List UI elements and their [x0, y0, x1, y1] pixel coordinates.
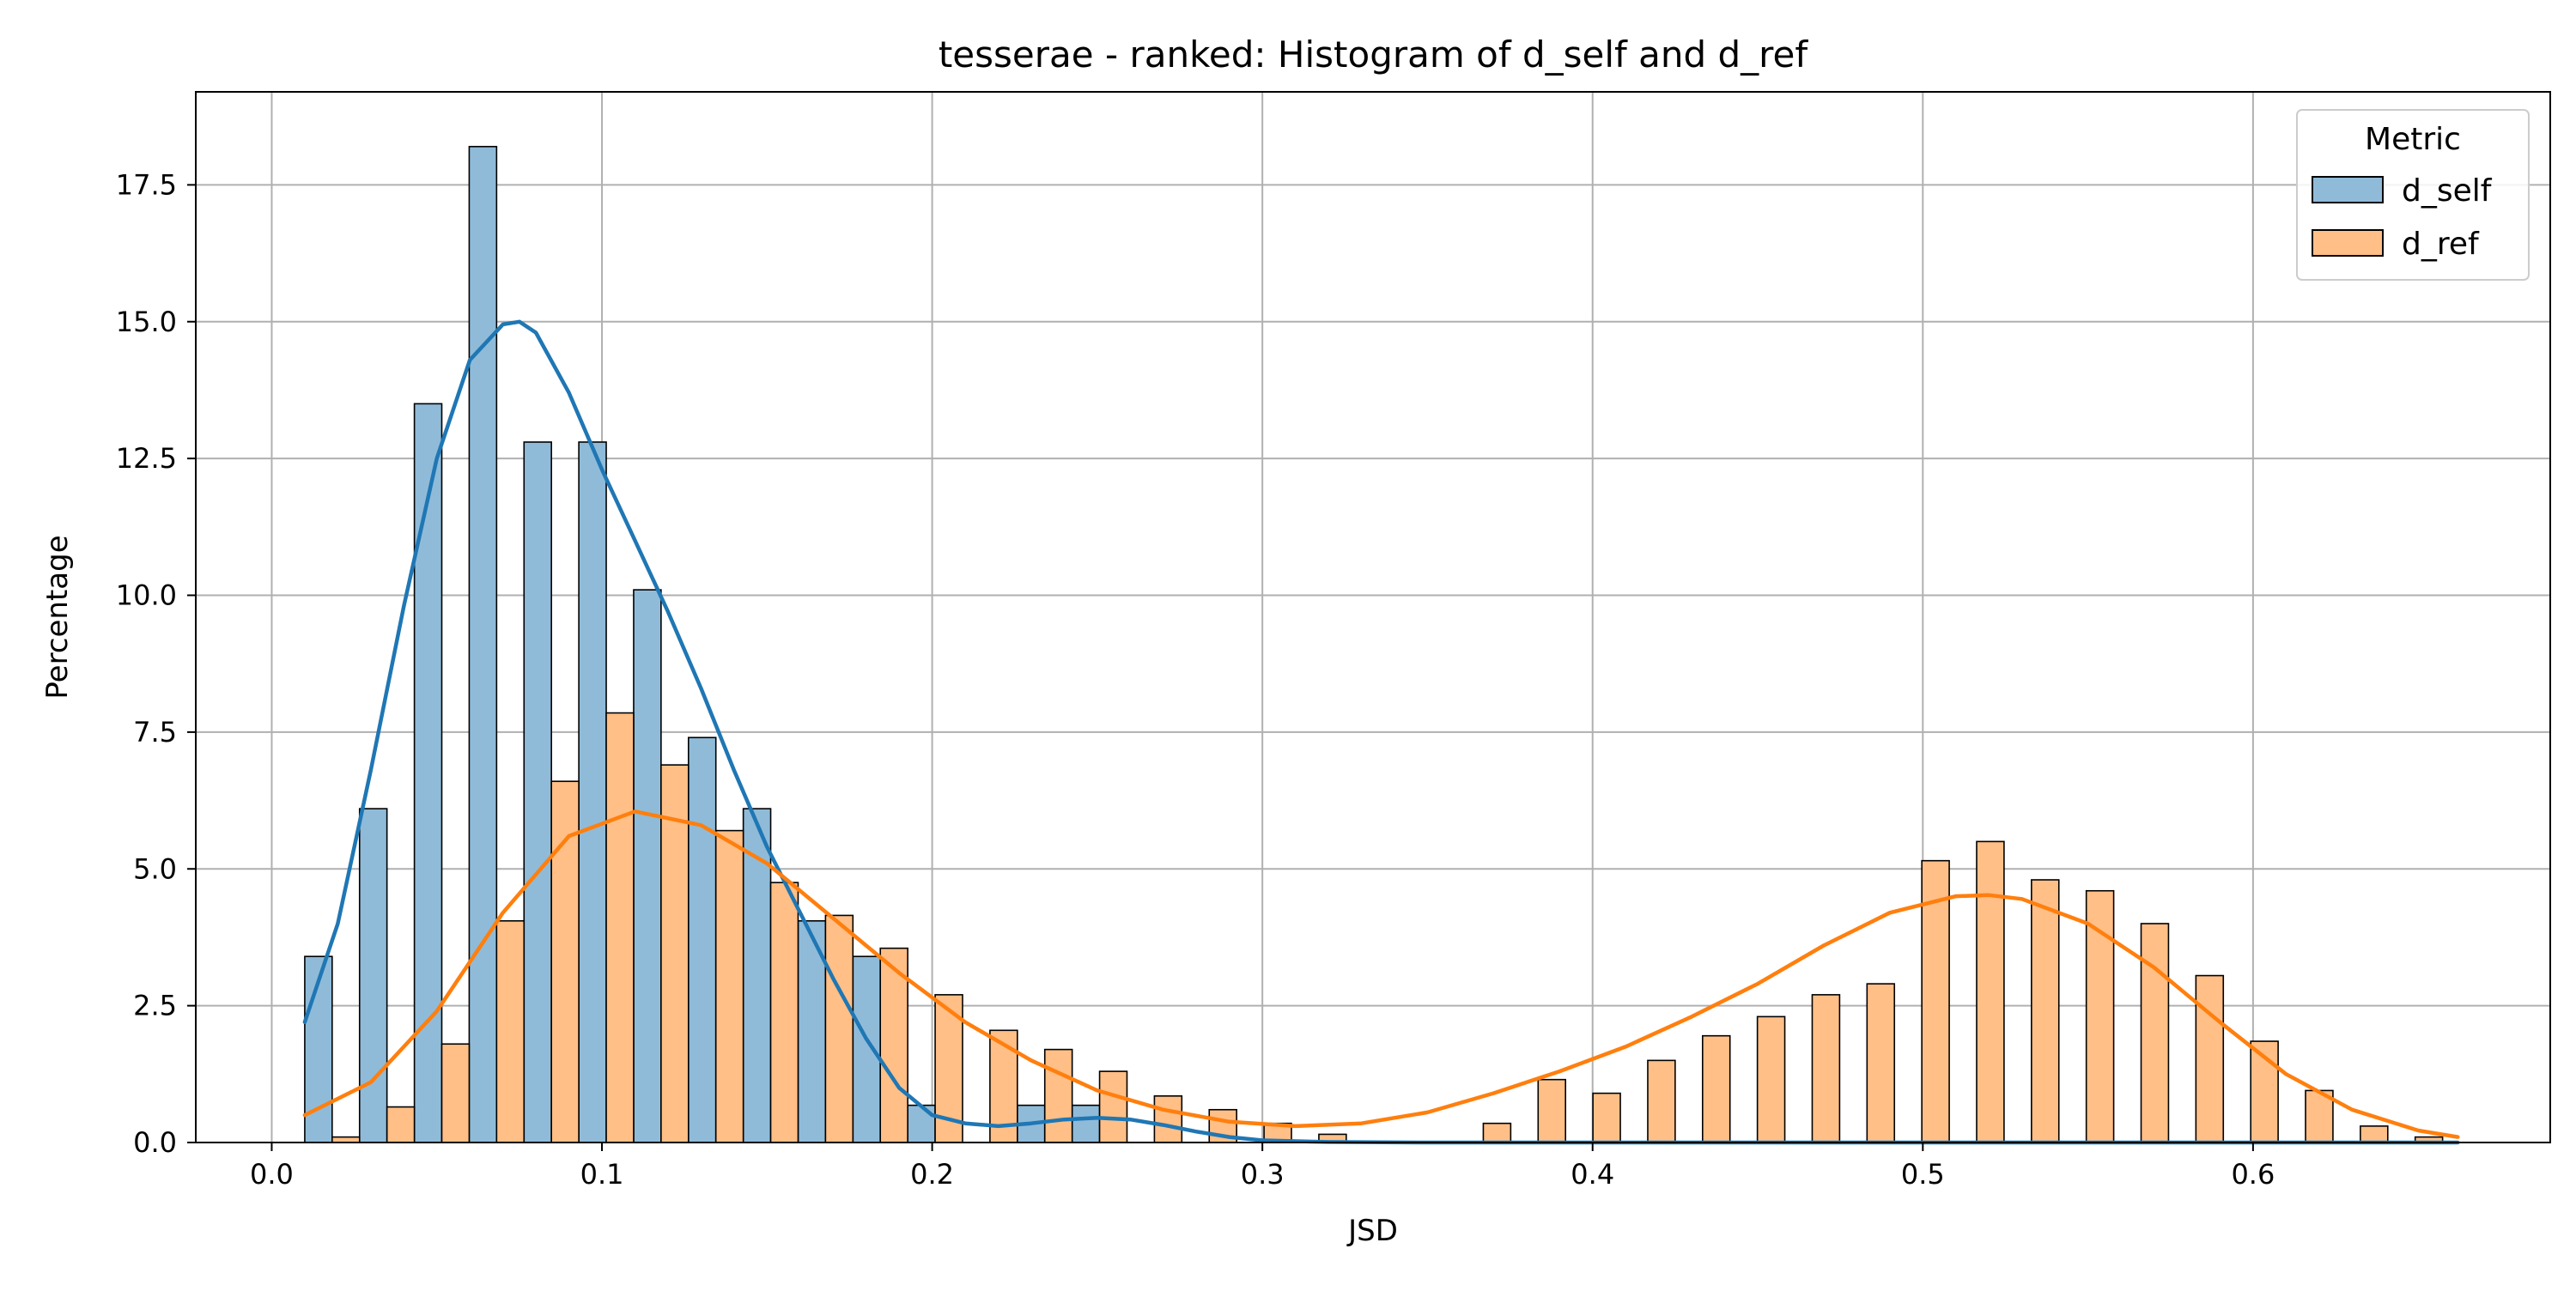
histogram-bar-d-ref: [824, 914, 854, 1143]
histogram-bar-d-ref: [2140, 923, 2170, 1143]
x-tick-label: 0.6: [2231, 1158, 2275, 1191]
histogram-bar-d-ref: [440, 1043, 471, 1143]
histogram-bar-d-self: [523, 441, 552, 1143]
histogram-bar-d-ref: [1537, 1078, 1567, 1143]
y-tick-label: 12.5: [116, 442, 177, 475]
legend-label-d-self: d_self: [2402, 173, 2493, 209]
histogram-bar-d-ref: [2031, 879, 2060, 1143]
histogram-bar-d-self: [907, 1104, 936, 1143]
x-axis-label: JSD: [1346, 1214, 1398, 1248]
y-tick-label: 0.0: [133, 1126, 177, 1159]
histogram-bar-d-ref: [769, 882, 799, 1143]
bars-layer: [304, 145, 2444, 1143]
y-tick-label: 15.0: [116, 306, 177, 338]
histogram-bar-d-self: [852, 955, 882, 1143]
histogram-bar-d-ref: [1702, 1034, 1731, 1143]
kde-line-d-self: [302, 319, 2460, 1145]
kde-line-d-ref: [302, 809, 2460, 1139]
ticks-layer: 0.0 0.1 0.2 0.3 0.4 0.5 0.6 0.0 2.5 5.0 7.5 10.0 12.…: [116, 168, 2275, 1191]
histogram-bar-d-ref: [1921, 859, 1950, 1143]
legend-label-d-ref: d_ref: [2402, 227, 2480, 262]
histogram-bar-d-ref: [2195, 974, 2225, 1143]
histogram-bar-d-ref: [1976, 840, 2005, 1143]
histogram-bar-d-ref: [2360, 1125, 2389, 1143]
histogram-bar-d-ref: [386, 1106, 416, 1143]
histogram-bar-d-self: [633, 589, 662, 1143]
histogram-bar-d-ref: [2305, 1089, 2334, 1143]
histogram-bar-d-self: [687, 736, 717, 1143]
histogram-bar-d-ref: [1043, 1048, 1073, 1143]
x-tick-label: 0.5: [1901, 1158, 1945, 1191]
histogram-bar-d-self: [468, 145, 498, 1143]
chart-title: tesserae - ranked: Histogram of d_self a…: [939, 33, 1809, 76]
histogram-bar-d-self: [358, 808, 388, 1143]
histogram-bar-d-ref: [2085, 889, 2115, 1143]
histogram-bar-d-ref: [1866, 983, 1896, 1143]
x-tick-label: 0.0: [250, 1158, 294, 1191]
x-tick-label: 0.3: [1241, 1158, 1285, 1191]
y-tick-label: 7.5: [133, 716, 177, 749]
histogram-bar-d-ref: [495, 920, 526, 1143]
histogram-bar-d-self: [1071, 1104, 1101, 1143]
y-axis-label: Percentage: [40, 535, 75, 699]
plot-frame: [195, 91, 2551, 1143]
histogram-bar-d-self: [578, 441, 607, 1143]
histogram-bar-d-ref: [605, 712, 635, 1143]
histogram-bar-d-ref: [879, 947, 908, 1143]
histogram-bar-d-ref: [1592, 1092, 1621, 1143]
legend: Metric d_self d_ref: [2296, 109, 2530, 281]
histogram-bar-d-ref: [1098, 1070, 1128, 1143]
histogram-bar-d-ref: [714, 829, 744, 1143]
y-tick-label: 5.0: [133, 852, 177, 885]
histogram-bar-d-ref: [1811, 994, 1841, 1143]
y-tick-label: 10.0: [116, 579, 177, 612]
histogram-bar-d-ref: [1153, 1095, 1183, 1143]
y-tick-label: 2.5: [133, 990, 177, 1022]
legend-swatch-d-self: [2312, 176, 2384, 203]
kde-layer: [302, 319, 2460, 1145]
y-tick-label: 17.5: [116, 168, 177, 201]
histogram-bar-d-ref: [1756, 1015, 1786, 1143]
x-tick-label: 0.4: [1571, 1158, 1614, 1191]
legend-swatch-d-ref: [2312, 229, 2384, 257]
legend-title: Metric: [2365, 122, 2461, 157]
histogram-bar-d-ref: [1647, 1059, 1676, 1143]
histogram-bar-d-ref: [1482, 1122, 1512, 1143]
x-tick-label: 0.2: [910, 1158, 954, 1191]
x-tick-label: 0.1: [580, 1158, 624, 1191]
